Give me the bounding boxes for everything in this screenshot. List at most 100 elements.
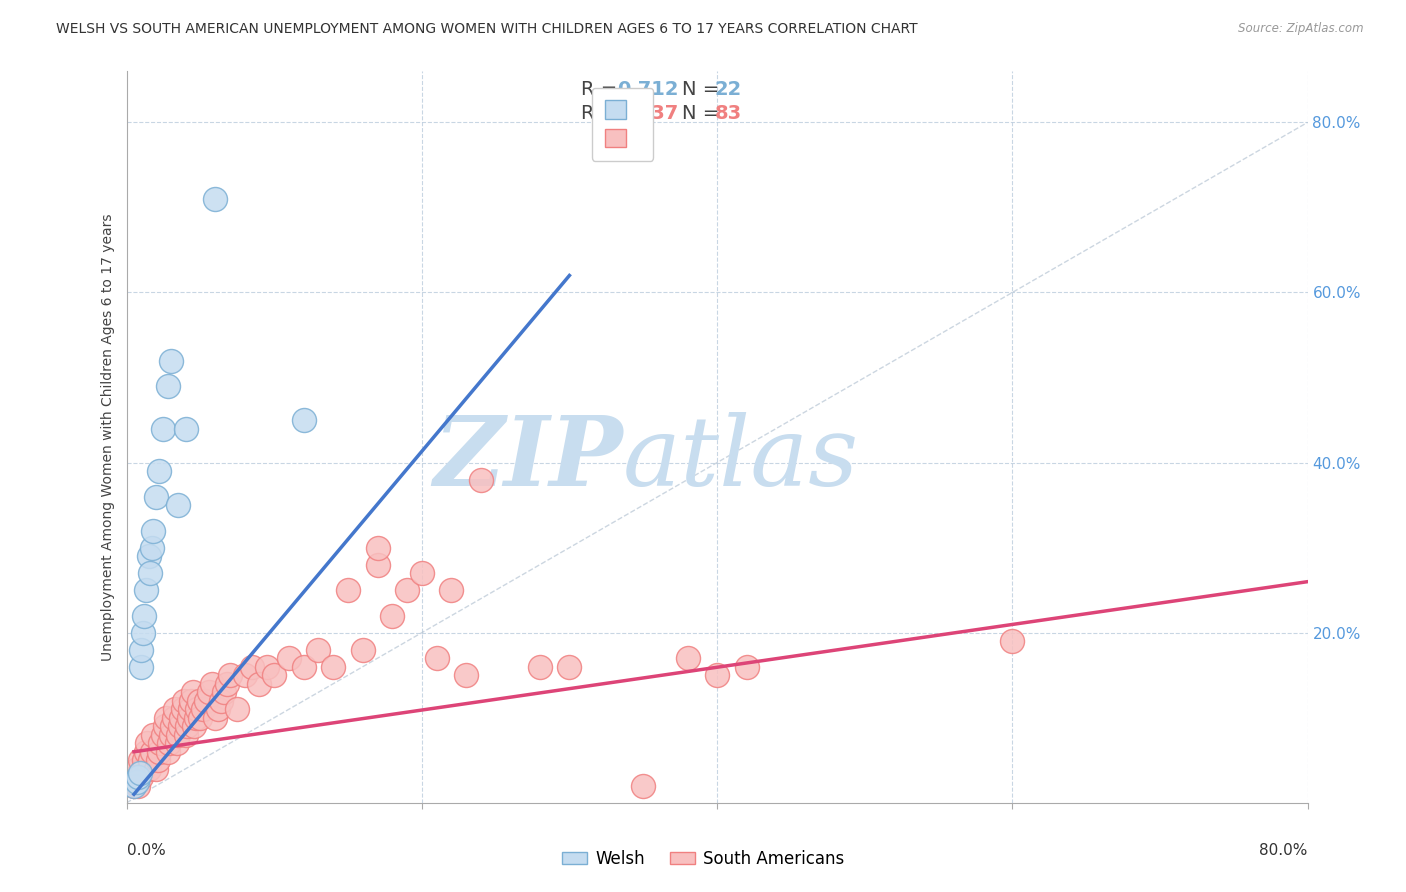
Point — [558, 659, 581, 673]
Point — [247, 677, 270, 691]
Point — [159, 728, 183, 742]
Point — [125, 762, 148, 776]
Point — [706, 668, 728, 682]
Point — [180, 694, 202, 708]
Point — [396, 583, 419, 598]
Point — [470, 473, 492, 487]
Point — [233, 668, 256, 682]
Point — [381, 608, 404, 623]
Point — [352, 642, 374, 657]
Point — [366, 558, 388, 572]
Point — [152, 421, 174, 435]
Point — [148, 745, 170, 759]
Legend: , : , — [592, 87, 654, 161]
Point — [195, 694, 218, 708]
Text: R =: R = — [581, 104, 624, 123]
Point — [170, 711, 193, 725]
Point — [292, 659, 315, 673]
Point — [186, 702, 208, 716]
Text: 22: 22 — [714, 80, 742, 99]
Point — [183, 719, 205, 733]
Point — [138, 762, 160, 776]
Point — [129, 642, 153, 657]
Y-axis label: Unemployment Among Women with Children Ages 6 to 17 years: Unemployment Among Women with Children A… — [101, 213, 115, 661]
Point — [454, 668, 477, 682]
Point — [153, 719, 176, 733]
Point — [207, 702, 229, 716]
Point — [184, 711, 207, 725]
Text: N =: N = — [682, 80, 725, 99]
Point — [278, 651, 301, 665]
Point — [128, 753, 150, 767]
Point — [145, 762, 167, 776]
Point — [188, 711, 211, 725]
Point — [122, 779, 145, 793]
Text: N =: N = — [682, 104, 725, 123]
Point — [181, 685, 204, 699]
Point — [187, 694, 209, 708]
Text: 0.337: 0.337 — [617, 104, 678, 123]
Point — [209, 694, 232, 708]
Point — [631, 779, 654, 793]
Point — [141, 745, 163, 759]
Point — [156, 379, 179, 393]
Point — [166, 736, 188, 750]
Point — [139, 566, 162, 581]
Text: 80.0%: 80.0% — [1260, 843, 1308, 858]
Point — [148, 464, 170, 478]
Point — [240, 659, 263, 673]
Point — [174, 728, 197, 742]
Point — [132, 762, 155, 776]
Point — [256, 659, 278, 673]
Point — [529, 659, 551, 673]
Point — [337, 583, 360, 598]
Point — [129, 659, 153, 673]
Text: ZIP: ZIP — [433, 412, 623, 506]
Point — [142, 524, 165, 538]
Point — [307, 642, 329, 657]
Point — [204, 711, 226, 725]
Point — [149, 736, 172, 750]
Text: R =: R = — [581, 80, 624, 99]
Point — [145, 490, 167, 504]
Legend: Welsh, South Americans: Welsh, South Americans — [555, 844, 851, 875]
Point — [292, 413, 315, 427]
Point — [142, 728, 165, 742]
Point — [141, 541, 163, 555]
Point — [146, 753, 169, 767]
Point — [425, 651, 447, 665]
Point — [201, 677, 224, 691]
Point — [204, 192, 226, 206]
Point — [212, 685, 235, 699]
Point — [167, 728, 190, 742]
Point — [169, 719, 191, 733]
Point — [179, 702, 201, 716]
Point — [1001, 634, 1024, 648]
Point — [263, 668, 285, 682]
Point — [155, 711, 177, 725]
Point — [135, 583, 157, 598]
Point — [162, 719, 184, 733]
Point — [735, 659, 758, 673]
Text: Source: ZipAtlas.com: Source: ZipAtlas.com — [1239, 22, 1364, 36]
Point — [127, 770, 149, 784]
Point — [163, 711, 186, 725]
Point — [226, 702, 249, 716]
Text: 0.0%: 0.0% — [127, 843, 166, 858]
Point — [174, 421, 197, 435]
Point — [139, 753, 162, 767]
Point — [135, 745, 157, 759]
Text: WELSH VS SOUTH AMERICAN UNEMPLOYMENT AMONG WOMEN WITH CHILDREN AGES 6 TO 17 YEAR: WELSH VS SOUTH AMERICAN UNEMPLOYMENT AMO… — [56, 22, 918, 37]
Point — [322, 659, 344, 673]
Point — [132, 625, 155, 640]
Point — [676, 651, 699, 665]
Point — [159, 353, 183, 368]
Point — [215, 677, 238, 691]
Point — [124, 770, 146, 784]
Point — [127, 779, 149, 793]
Point — [173, 694, 195, 708]
Point — [198, 685, 221, 699]
Point — [129, 770, 153, 784]
Text: atlas: atlas — [623, 412, 859, 506]
Point — [125, 774, 148, 789]
